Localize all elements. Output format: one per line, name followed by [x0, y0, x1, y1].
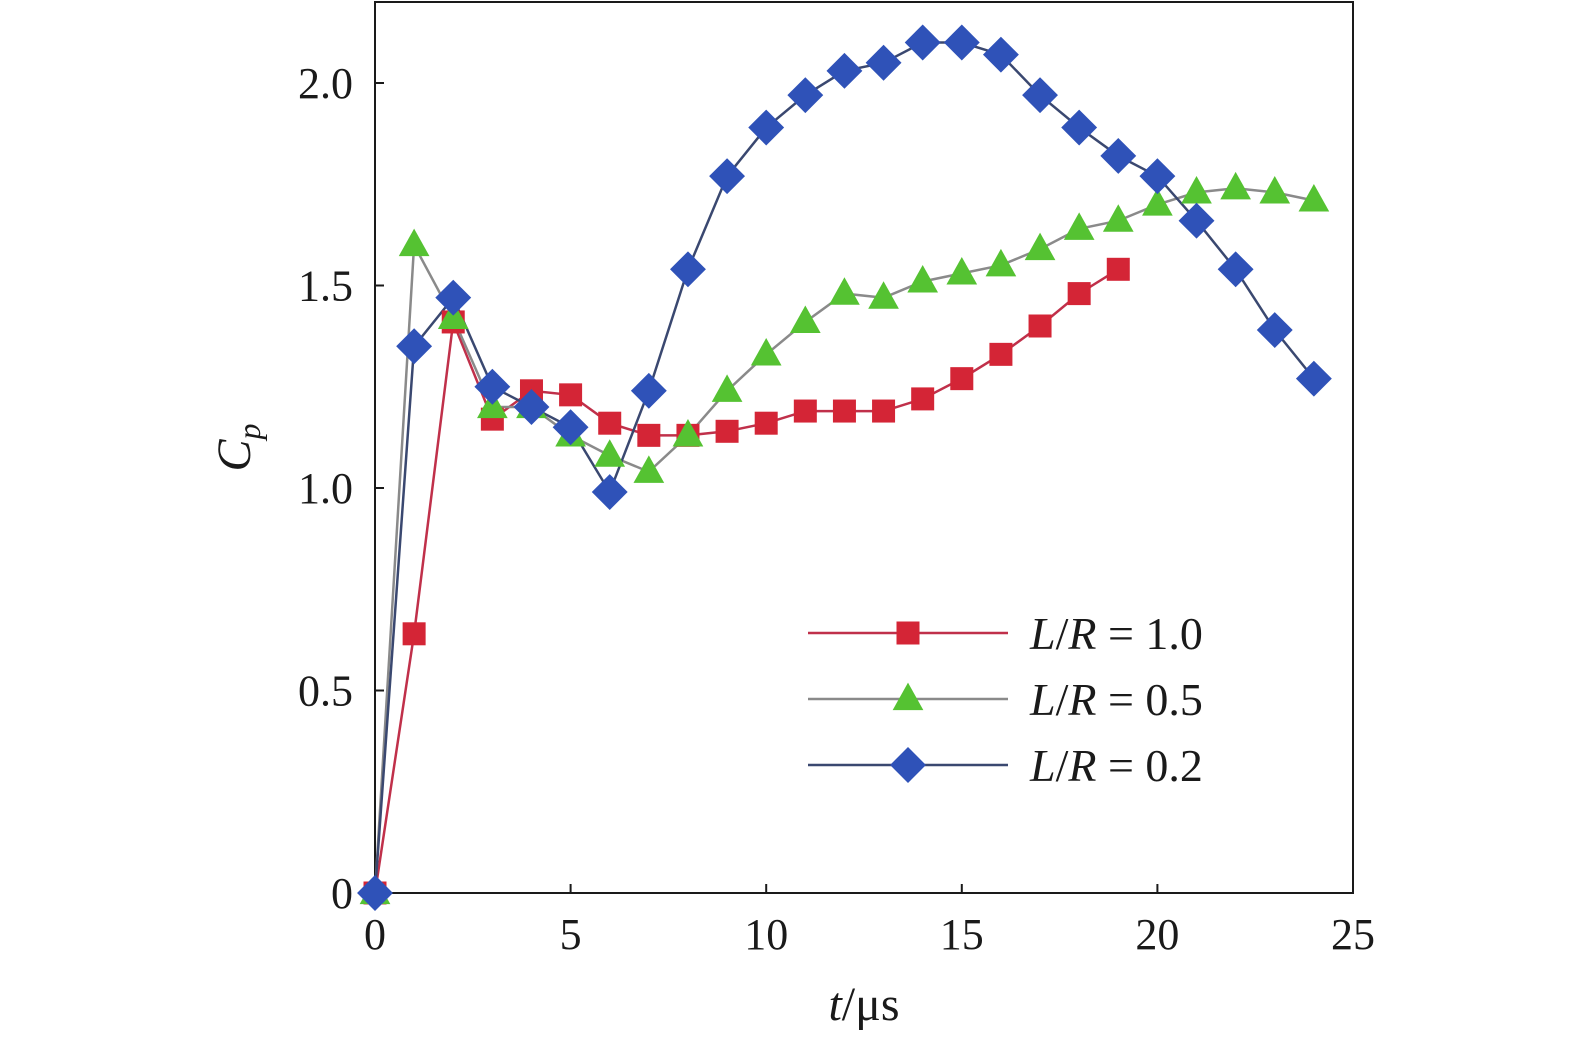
series-1-point: [793, 399, 817, 423]
x-tick-label: 10: [744, 910, 788, 959]
series-3-point: [552, 409, 589, 446]
legend-var: L: [1029, 740, 1056, 791]
series-3-point: [904, 24, 941, 61]
series-3-point: [1100, 137, 1137, 174]
x-axis-label-unit: /μs: [842, 978, 900, 1031]
series-2-point: [868, 281, 899, 309]
y-tick-label: 1.5: [298, 262, 353, 311]
plot-frame: [374, 1, 1354, 894]
series-1-point: [715, 419, 739, 443]
series-2-point: [1142, 188, 1173, 216]
series-1-point: [1106, 257, 1130, 281]
series-2-point: [633, 455, 665, 483]
series-1-point: [989, 342, 1013, 366]
legend-var: L: [1029, 608, 1056, 659]
series-2-point: [1259, 175, 1291, 204]
series-3-point: [1022, 77, 1058, 114]
x-tick-label: 5: [560, 910, 582, 959]
y-tick-label: 0.5: [298, 667, 353, 716]
series-2-point: [672, 418, 704, 447]
y-axis-label-sub: p: [231, 423, 267, 441]
x-tick-label: 0: [364, 910, 386, 959]
series-2-point: [1220, 171, 1251, 200]
series-3-point: [1139, 158, 1176, 195]
series-3-point: [670, 251, 706, 288]
legend-var: R: [1067, 608, 1096, 659]
series-1-point: [1028, 314, 1052, 338]
series-2-point: [594, 439, 626, 467]
series-3-point: [826, 52, 863, 89]
y-axis-label-main: C: [208, 439, 261, 472]
series-2-point: [1063, 212, 1095, 240]
legend-slash: /: [1056, 674, 1069, 725]
series-1-point: [950, 367, 974, 391]
series-3-point: [865, 44, 902, 81]
series-2-point: [1024, 232, 1056, 261]
series-1-point: [911, 387, 935, 411]
series-3-point: [1256, 312, 1293, 348]
series-2-point: [907, 265, 939, 293]
y-tick-label: 1.0: [298, 464, 353, 513]
legend-marker: [896, 621, 920, 645]
series-2-point: [711, 374, 743, 402]
series-2-point: [789, 305, 821, 334]
x-axis-label-var: t: [828, 978, 843, 1031]
legend-label: L/R = 0.2: [1029, 740, 1203, 791]
series-1-point: [754, 411, 778, 435]
series-2-point: [1102, 204, 1134, 232]
series-3-point: [748, 109, 785, 146]
legend-marker: [890, 747, 926, 783]
legend-label: L/R = 0.5: [1029, 674, 1203, 725]
y-tick-label: 2.0: [298, 59, 353, 108]
x-tick-label: 25: [1331, 910, 1375, 959]
legend-var: L: [1029, 674, 1056, 725]
x-tick-label: 15: [940, 910, 984, 959]
legend-slash: /: [1056, 608, 1069, 659]
series-2-point: [398, 228, 430, 257]
series-1-point: [598, 411, 622, 435]
legend-value: = 1.0: [1096, 608, 1202, 659]
series-3-point: [630, 372, 667, 409]
series-2-point: [750, 337, 782, 366]
legend-var: R: [1067, 674, 1096, 725]
series-3-point: [982, 36, 1019, 73]
series-3-point: [1178, 202, 1215, 239]
series-1-point: [872, 399, 896, 423]
series-3-point: [1061, 109, 1098, 146]
series-3-point: [357, 875, 393, 911]
series-3-point: [513, 389, 550, 425]
series-3-point: [1217, 251, 1254, 288]
series-3-point: [1295, 360, 1332, 397]
legend-value: = 0.5: [1096, 674, 1202, 725]
series-2-point: [829, 277, 860, 305]
series-1-point: [637, 423, 661, 447]
series-3-point: [709, 158, 746, 195]
series-3-point: [943, 24, 980, 61]
legend-var: R: [1067, 740, 1096, 791]
x-tick-label: 20: [1135, 910, 1179, 959]
series-1-point: [402, 622, 426, 646]
series-1-point: [559, 383, 583, 407]
series-1-point: [832, 399, 856, 423]
series-1-point: [1067, 282, 1091, 306]
series-3-point: [474, 368, 511, 405]
series-2-point: [1298, 184, 1330, 212]
series-3-point: [435, 279, 472, 316]
series-2-point: [1181, 175, 1212, 204]
legend-label: L/R = 1.0: [1029, 608, 1203, 659]
x-axis-label: t/μs: [828, 978, 899, 1031]
series-2-point: [985, 248, 1017, 277]
y-axis-label: Cp: [208, 423, 267, 471]
series-3-point: [591, 474, 628, 510]
legend-slash: /: [1056, 740, 1069, 791]
legend-marker: [892, 682, 924, 711]
legend-value: = 0.2: [1096, 740, 1202, 791]
series-2-point: [946, 256, 978, 285]
series-3-point: [787, 77, 824, 114]
y-tick-label: 0: [331, 869, 353, 918]
series-3-point: [396, 328, 433, 365]
